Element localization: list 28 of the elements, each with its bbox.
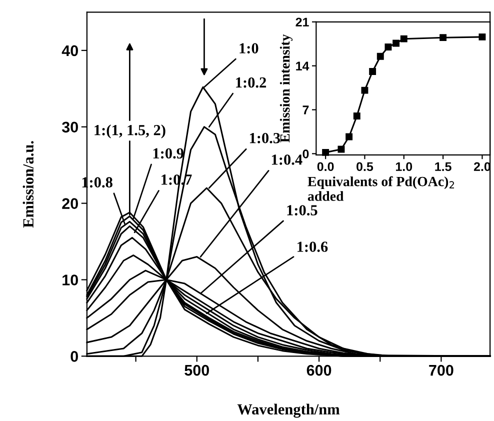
- y-tick-label: 0: [70, 351, 78, 362]
- x-tick-label: 500: [184, 364, 209, 376]
- x-tick-label: 1.5: [435, 162, 452, 172]
- annotation: 1:0.4: [272, 154, 302, 165]
- y-tick-label: 7: [302, 106, 309, 114]
- y-tick-label: 40: [62, 45, 78, 56]
- y-tick-label: 21: [296, 18, 309, 26]
- x-tick-label: 0.5: [356, 162, 374, 172]
- x-tick-label: 600: [306, 364, 332, 376]
- y-axis-title: Emission/a.u.: [22, 141, 34, 228]
- y-axis-title: Emission intensity: [280, 34, 293, 142]
- annotation: 1:0.9: [153, 148, 184, 159]
- annotation: 1:0: [240, 43, 258, 54]
- x-tick-label: 1.0: [396, 162, 412, 172]
- y-tick-label: 20: [62, 198, 78, 209]
- y-tick-label: 30: [62, 122, 78, 133]
- annotation: 1:0.3: [250, 132, 280, 144]
- x-tick-label: 700: [429, 364, 454, 376]
- x-axis-title: Wavelength/nm: [237, 404, 340, 418]
- y-tick-label: 10: [62, 274, 78, 286]
- annotation: 1:0.2: [236, 77, 266, 88]
- y-tick-label: 0: [302, 149, 309, 158]
- annotation: 1:(1, 1.5, 2): [94, 124, 166, 138]
- annotation: 1:0.6: [298, 242, 328, 252]
- text: Equivalents of Pd(OAc)$_{2}$ added: [308, 176, 454, 201]
- annotation: 1:0.5: [287, 205, 318, 216]
- y-tick-label: 14: [296, 62, 310, 70]
- x-tick-label: 0.0: [317, 162, 334, 172]
